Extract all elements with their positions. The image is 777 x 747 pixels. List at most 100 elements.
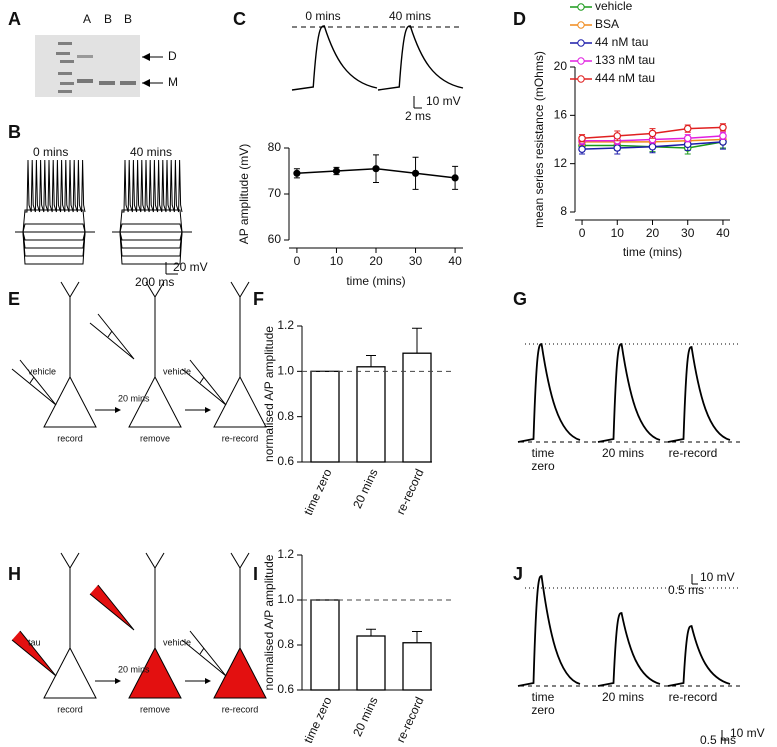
trace bbox=[15, 223, 95, 233]
data-point bbox=[293, 169, 301, 177]
stroke bbox=[154, 281, 165, 298]
x-tick-label: re-record bbox=[393, 467, 426, 517]
legend-label: 444 nM tau bbox=[595, 71, 655, 85]
stroke bbox=[145, 281, 156, 298]
trace bbox=[517, 343, 581, 443]
trace-label: re-record bbox=[668, 446, 718, 460]
neuron-soma bbox=[128, 375, 182, 428]
y-tick-label: 16 bbox=[554, 108, 568, 122]
neuron-soma bbox=[213, 375, 267, 428]
bar bbox=[402, 642, 432, 691]
diagram-label: remove bbox=[140, 704, 170, 714]
scale-label: 2 ms bbox=[405, 109, 431, 123]
neuron-soma bbox=[43, 646, 97, 699]
pipette bbox=[89, 584, 135, 631]
stroke bbox=[29, 376, 35, 384]
legend-marker bbox=[577, 3, 585, 11]
diagram-label: record bbox=[57, 704, 83, 714]
y-tick-label: 0.8 bbox=[277, 409, 294, 423]
trace bbox=[517, 575, 581, 687]
scale-label: 200 ms bbox=[135, 275, 174, 289]
x-tick-label: 30 bbox=[681, 226, 695, 240]
legend-label: 44 nM tau bbox=[595, 35, 648, 49]
gel-band bbox=[60, 60, 74, 63]
legend-marker bbox=[577, 75, 585, 83]
diagram-label: vehicle bbox=[163, 366, 191, 376]
y-tick-label: 0.8 bbox=[277, 637, 294, 651]
y-tick-label: 1.0 bbox=[277, 592, 294, 606]
data-point bbox=[372, 165, 380, 173]
neuron-soma bbox=[128, 646, 182, 699]
trace bbox=[112, 209, 192, 233]
gel bbox=[35, 35, 140, 97]
panel-letter: C bbox=[233, 9, 246, 29]
bar bbox=[310, 599, 340, 691]
trace bbox=[122, 159, 183, 213]
data-point bbox=[683, 124, 692, 133]
bar bbox=[310, 370, 340, 463]
x-tick-label: 20 mins bbox=[350, 695, 380, 739]
error-bar bbox=[412, 327, 422, 354]
panel-letter: D bbox=[513, 9, 526, 29]
trace-label: time zero bbox=[531, 690, 555, 717]
scale-label: 10 mV bbox=[730, 726, 765, 740]
arrowhead bbox=[115, 678, 121, 684]
trace bbox=[112, 231, 192, 241]
diagram-label: tau bbox=[28, 637, 41, 647]
error-bar bbox=[366, 628, 376, 636]
data-point bbox=[719, 132, 727, 140]
y-axis-label: AP amplitude (mV) bbox=[237, 144, 251, 244]
gel-band bbox=[56, 52, 70, 55]
data-point bbox=[411, 169, 420, 177]
scale-label: 0.5 ms bbox=[668, 583, 704, 597]
x-axis-label: time (mins) bbox=[623, 245, 682, 259]
data-point bbox=[613, 132, 622, 140]
gel-band bbox=[77, 55, 93, 58]
panel-letter: J bbox=[513, 564, 523, 584]
arrowhead bbox=[142, 79, 150, 87]
y-tick-label: 1.2 bbox=[277, 547, 294, 561]
data-point bbox=[451, 174, 459, 182]
arrowhead bbox=[115, 407, 121, 413]
legend-marker bbox=[577, 39, 585, 47]
trace bbox=[377, 25, 464, 91]
legend-label: vehicle bbox=[595, 0, 633, 13]
stroke bbox=[199, 376, 205, 384]
y-tick-label: 60 bbox=[268, 232, 282, 246]
y-tick-label: 8 bbox=[560, 204, 567, 218]
data-point bbox=[719, 123, 727, 132]
y-axis-label: mean series resistance (mOhms) bbox=[532, 51, 546, 228]
y-tick-label: 12 bbox=[554, 156, 568, 170]
band-label: D bbox=[168, 49, 177, 63]
stroke bbox=[60, 281, 71, 298]
stroke bbox=[239, 552, 250, 569]
trace-label: 0 mins bbox=[305, 9, 340, 23]
data-point bbox=[613, 144, 622, 152]
y-axis-label: normalised A/P amplitude bbox=[262, 554, 276, 690]
x-tick-label: 40 bbox=[448, 254, 462, 268]
data-point bbox=[683, 134, 692, 143]
scale-label: 10 mV bbox=[426, 94, 461, 108]
x-tick-label: re-record bbox=[393, 695, 426, 745]
y-axis-label: normalised A/P amplitude bbox=[262, 326, 276, 462]
trace bbox=[667, 625, 731, 687]
bar bbox=[356, 635, 386, 691]
panel-letter: A bbox=[8, 9, 21, 29]
gel-band bbox=[77, 79, 93, 83]
pipette bbox=[181, 630, 227, 677]
x-tick-label: time zero bbox=[301, 694, 335, 745]
band-label: M bbox=[168, 75, 178, 89]
diagram-label: 20 mins bbox=[118, 664, 150, 674]
arrowhead bbox=[205, 678, 211, 684]
y-tick-label: 70 bbox=[268, 186, 282, 200]
lane-label: B bbox=[124, 12, 132, 26]
trace bbox=[25, 159, 86, 213]
scale-label: 20 mV bbox=[173, 260, 208, 274]
gel-band bbox=[120, 81, 136, 85]
panel-letter: I bbox=[253, 564, 258, 584]
trace-label: 40 mins bbox=[389, 9, 431, 23]
data-point bbox=[648, 129, 657, 138]
arrowhead bbox=[142, 53, 150, 61]
diagram-label: vehicle bbox=[163, 637, 191, 647]
